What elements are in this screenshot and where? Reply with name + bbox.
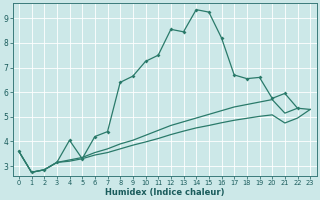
X-axis label: Humidex (Indice chaleur): Humidex (Indice chaleur) <box>105 188 224 197</box>
